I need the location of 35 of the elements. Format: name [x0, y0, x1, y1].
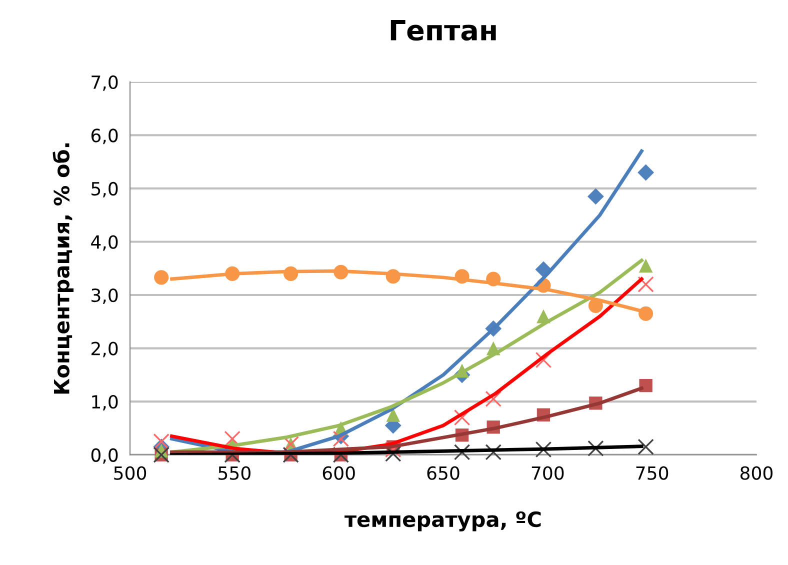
point	[535, 441, 552, 458]
point	[224, 430, 240, 447]
point	[485, 390, 502, 408]
x-tick-label: 750	[636, 466, 668, 480]
x-tick-label: 550	[218, 466, 250, 480]
point	[386, 408, 400, 422]
y-tick-label: 5,0	[92, 182, 118, 198]
x-tick-label: 700	[532, 466, 564, 480]
point	[638, 164, 654, 181]
y-axis-title: Концентрация, % об.	[52, 143, 74, 394]
x-tick-label: 600	[322, 466, 355, 480]
y-tick-label: 1,0	[92, 395, 118, 411]
x-tick-label: 500	[114, 466, 146, 480]
y-tick-label: 7,0	[92, 75, 118, 91]
point	[588, 440, 604, 457]
point	[485, 444, 502, 460]
point	[153, 433, 170, 450]
y-tick-label: 4,0	[91, 235, 118, 251]
x-axis-title: температура, ºС	[344, 511, 541, 532]
y-tick-label: 3,0	[92, 288, 118, 304]
point	[454, 444, 470, 460]
line-series	[170, 444, 644, 455]
y-tick-label: 2,0	[92, 342, 118, 358]
point	[587, 188, 604, 205]
y-tick-label: 6,0	[91, 128, 118, 144]
point	[638, 438, 654, 455]
y-tick-label: 0,0	[91, 448, 118, 464]
point	[638, 258, 653, 273]
point	[535, 352, 552, 368]
point	[154, 270, 169, 285]
x-tick-label: 800	[740, 466, 773, 480]
point	[454, 409, 470, 426]
x-tick-label: 650	[427, 466, 460, 480]
point	[638, 276, 654, 292]
chart-title: Гептан	[390, 20, 496, 41]
